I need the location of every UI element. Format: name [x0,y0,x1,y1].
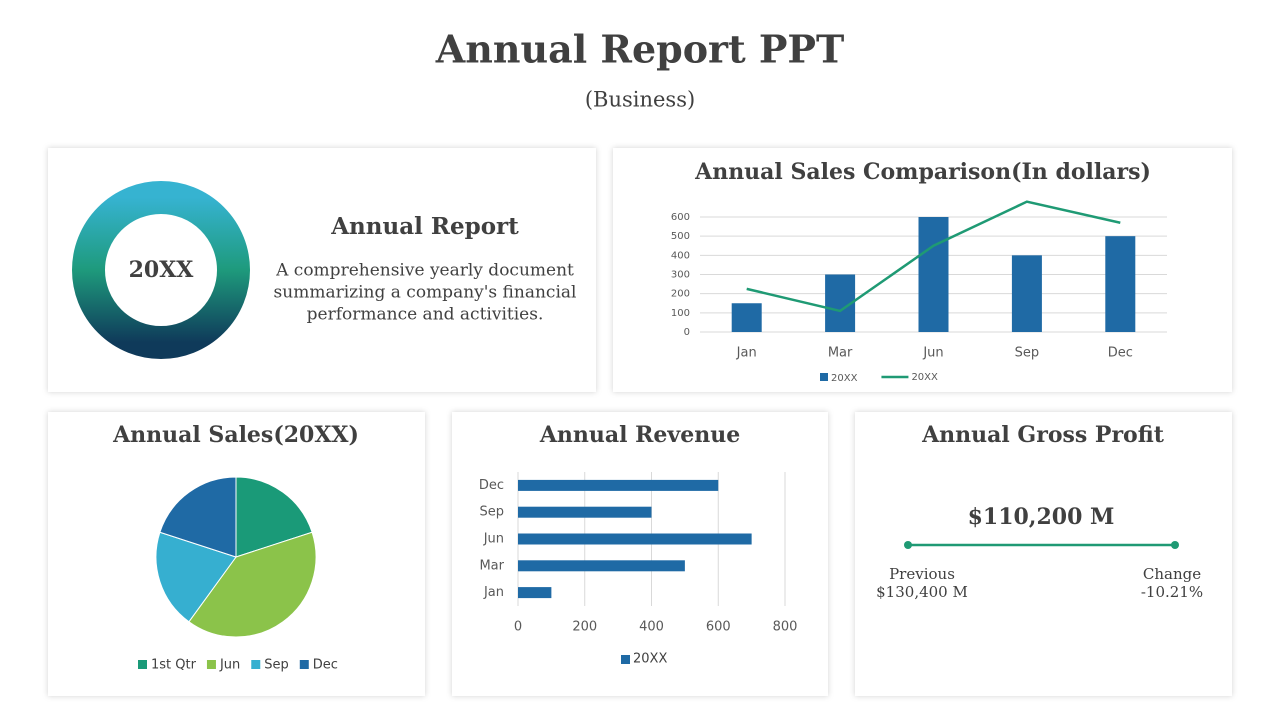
description-line: A comprehensive yearly document [275,261,574,281]
y-tick-label: 400 [671,250,690,261]
legend-label: 1st Qtr [151,658,197,673]
y-tick-label: Dec [479,478,504,493]
chart-title: Annual Sales Comparison(In dollars) [694,159,1151,185]
description-line: performance and activities. [307,305,544,325]
legend-swatch [299,660,309,669]
slide-title: Annual Report PPT [435,27,845,72]
bar [1011,255,1042,332]
card-title: Annual Gross Profit [921,422,1165,448]
bar [518,479,719,491]
bar [518,560,685,572]
x-tick-label: Mar [828,346,853,361]
pie-slice [188,531,317,638]
bar [518,533,752,545]
bar [518,506,652,518]
card [452,412,828,696]
legend-swatch [138,660,147,669]
previous-label: Previous [889,565,955,583]
pie-slice [235,476,313,558]
change-value: -10.21% [1141,583,1203,601]
bar [1105,236,1136,332]
legend-swatch [820,373,828,381]
y-tick-label: Mar [479,558,504,573]
y-tick-label: 500 [671,231,690,242]
dot [904,541,912,549]
legend-label: 20XX [831,373,858,384]
y-tick-label: 0 [684,327,690,338]
chart-title: Annual Revenue [539,422,740,448]
y-tick-label: Sep [479,505,504,520]
x-tick-label: 600 [706,620,731,635]
description-line: summarizing a company's financial [274,283,577,303]
pie-slice [155,531,237,623]
legend-label: Jun [219,658,240,673]
dot [1171,541,1179,549]
legend-swatch [206,660,216,669]
legend-swatch [621,655,630,664]
x-tick-label: Jun [922,346,943,361]
legend-label: 20XX [633,652,667,667]
legend-label: Dec [313,658,338,673]
donut-ring [72,181,250,359]
y-tick-label: 300 [671,270,690,281]
legend-swatch [251,660,261,669]
x-tick-label: Sep [1015,346,1040,361]
previous-value: $130,400 M [876,583,968,601]
y-tick-label: Jun [483,532,504,547]
bar [731,303,762,332]
profit-amount: $110,200 M [968,504,1115,530]
y-tick-label: 100 [671,308,690,319]
bar [518,587,552,599]
y-tick-label: 200 [671,289,690,300]
x-tick-label: 0 [514,620,522,635]
bar [918,217,949,332]
x-tick-label: Jan [736,346,757,361]
badge: 20XX [129,257,195,283]
legend-label: Sep [264,658,289,673]
line [746,200,1121,313]
x-tick-label: 200 [572,620,597,635]
card [855,412,1232,696]
card-title: Annual Report [330,213,519,240]
y-tick-label: Jan [483,585,504,600]
change-label: Change [1143,565,1201,583]
pie-slice [159,476,237,558]
chart-title: Annual Sales(20XX) [112,422,359,448]
x-tick-label: Dec [1108,346,1133,361]
x-tick-label: 400 [639,620,664,635]
y-tick-label: 600 [671,212,690,223]
x-tick-label: 800 [773,620,798,635]
legend-label: 20XX [911,372,938,383]
slide-subtitle: (Business) [585,88,695,112]
